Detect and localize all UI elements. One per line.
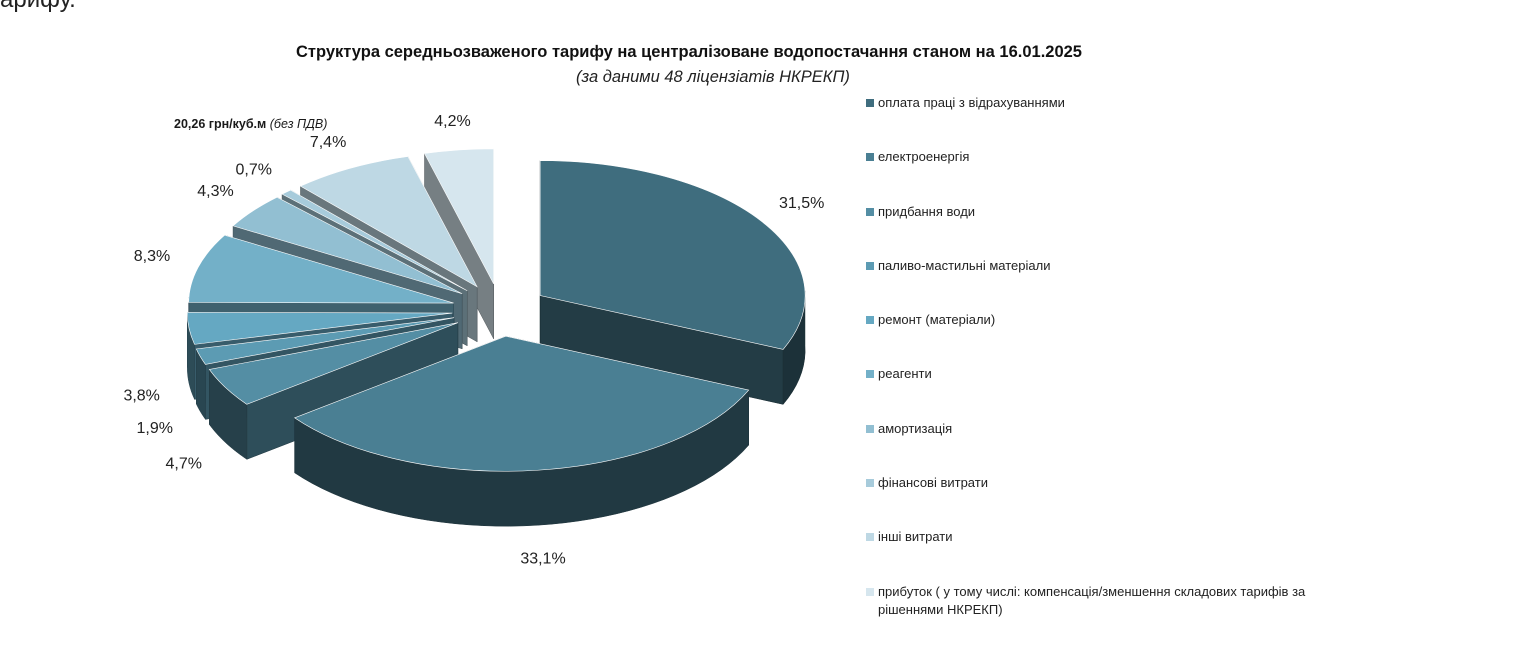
- legend-label: паливо-мастильні матеріали: [878, 257, 1051, 273]
- legend-item: ремонт (матеріали): [866, 311, 1326, 365]
- price-value: 20,26 грн/куб.м: [174, 117, 267, 131]
- chart-subtitle: (за даними 48 ліцензіатів НКРЕКП): [576, 68, 850, 86]
- vat-note: (без ПДВ): [269, 117, 328, 131]
- legend-item: оплата праці з відрахуваннями: [866, 94, 1326, 148]
- chart-legend: оплата праці з відрахуваннями електроенер…: [866, 94, 1326, 637]
- legend-label: оплата праці з відрахуваннями: [878, 95, 1065, 110]
- slice-data-label: 4,3%: [197, 183, 233, 200]
- legend-swatch: [866, 587, 874, 596]
- legend-label: фінансові витрати: [878, 475, 988, 491]
- pie-slice: [424, 148, 494, 284]
- legend-swatch: [866, 479, 874, 488]
- legend-swatch: [866, 153, 874, 162]
- legend-swatch: [866, 99, 874, 107]
- legend-swatch: [866, 533, 874, 542]
- legend-item: електроенергія: [866, 148, 1326, 202]
- pie-slice: [208, 322, 459, 405]
- price-note: 20,26 грн/куб.м (без ПДВ): [174, 117, 327, 131]
- pie-slice: [195, 317, 455, 365]
- slice-data-label: 1,9%: [137, 420, 173, 437]
- legend-label: інші витрати: [878, 529, 953, 545]
- slice-data-label: 8,3%: [134, 248, 170, 265]
- legend-label: ремонт (матеріали): [878, 312, 996, 328]
- legend-label: прибуток ( у тому числі: компенсація/зме…: [878, 583, 1306, 617]
- pie-slice: [232, 196, 463, 295]
- legend-item: фінансові витрати: [866, 474, 1326, 528]
- legend-label: електроенергія: [878, 149, 970, 165]
- slice-data-label: 0,7%: [235, 161, 271, 178]
- legend-swatch: [866, 316, 874, 325]
- legend-item: паливо-мастильні матеріали: [866, 257, 1326, 311]
- legend-swatch: [866, 424, 874, 433]
- pie-slice: [539, 160, 806, 350]
- legend-item: придбання води: [866, 203, 1326, 257]
- slice-data-label: 3,8%: [123, 387, 159, 404]
- slice-data-label: 4,2%: [434, 113, 470, 130]
- slice-data-label: 33,1%: [520, 550, 565, 567]
- pie-slice: [281, 189, 468, 291]
- legend-swatch: [866, 261, 874, 270]
- pie-slice: [188, 234, 454, 304]
- legend-label: реагенти: [878, 366, 932, 382]
- slice-data-label: 7,4%: [310, 134, 346, 151]
- pie-slice: [299, 156, 478, 288]
- page-text-fragment: арифу.: [0, 0, 76, 14]
- legend-label: придбання води: [878, 203, 976, 219]
- legend-label: амортизація: [878, 420, 953, 436]
- slice-data-label: 4,7%: [165, 455, 201, 472]
- legend-item: інші витрати: [866, 528, 1326, 582]
- legend-item: прибуток ( у тому числі: компенсація/зме…: [866, 583, 1326, 637]
- pie-slice: [294, 335, 750, 472]
- chart-title: Структура середньозваженого тарифу на це…: [296, 43, 1082, 61]
- slice-data-label: 31,5%: [779, 195, 824, 212]
- legend-swatch: [866, 370, 874, 379]
- legend-item: реагенти: [866, 365, 1326, 419]
- legend-item: амортизація: [866, 420, 1326, 474]
- legend-swatch: [866, 207, 874, 216]
- pie-slice: [187, 312, 453, 345]
